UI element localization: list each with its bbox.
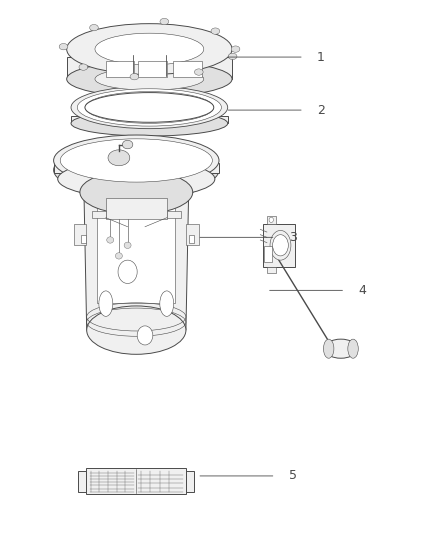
Polygon shape xyxy=(74,224,86,245)
Polygon shape xyxy=(53,163,219,173)
Ellipse shape xyxy=(53,144,219,196)
Bar xyxy=(78,471,86,492)
Bar xyxy=(264,246,272,262)
Ellipse shape xyxy=(85,92,214,123)
Polygon shape xyxy=(67,56,232,79)
Bar xyxy=(188,235,194,243)
Ellipse shape xyxy=(160,18,169,25)
Ellipse shape xyxy=(348,339,358,358)
Ellipse shape xyxy=(95,95,204,120)
Ellipse shape xyxy=(85,93,214,122)
Ellipse shape xyxy=(231,46,240,52)
Ellipse shape xyxy=(130,74,139,80)
Polygon shape xyxy=(71,116,228,123)
Bar xyxy=(138,61,167,77)
Bar xyxy=(262,224,295,266)
Ellipse shape xyxy=(323,339,334,358)
Text: 5: 5 xyxy=(289,470,297,482)
Ellipse shape xyxy=(53,135,219,186)
Ellipse shape xyxy=(211,28,220,34)
Bar xyxy=(267,216,276,224)
Ellipse shape xyxy=(160,291,174,317)
Text: 2: 2 xyxy=(317,103,325,117)
Bar xyxy=(186,471,194,492)
Ellipse shape xyxy=(99,291,113,317)
Ellipse shape xyxy=(108,150,130,166)
Ellipse shape xyxy=(324,339,357,358)
Ellipse shape xyxy=(269,217,273,222)
Ellipse shape xyxy=(116,253,122,259)
Bar xyxy=(106,198,167,219)
Ellipse shape xyxy=(95,68,204,90)
Ellipse shape xyxy=(107,237,114,243)
Text: 3: 3 xyxy=(289,231,297,244)
Ellipse shape xyxy=(122,140,133,149)
Ellipse shape xyxy=(90,25,98,31)
Ellipse shape xyxy=(272,235,288,256)
Ellipse shape xyxy=(118,260,137,284)
Ellipse shape xyxy=(59,44,68,50)
Ellipse shape xyxy=(137,326,153,345)
Ellipse shape xyxy=(124,242,131,248)
Ellipse shape xyxy=(58,160,215,198)
Bar xyxy=(173,61,201,77)
Bar xyxy=(267,266,276,273)
Polygon shape xyxy=(84,198,188,330)
Ellipse shape xyxy=(67,23,232,75)
Polygon shape xyxy=(92,211,106,217)
Bar xyxy=(106,61,134,77)
Ellipse shape xyxy=(228,53,237,60)
Text: 1: 1 xyxy=(317,51,325,63)
Ellipse shape xyxy=(270,230,291,260)
Polygon shape xyxy=(58,179,215,192)
Ellipse shape xyxy=(194,69,203,75)
Ellipse shape xyxy=(71,111,228,136)
Polygon shape xyxy=(167,211,181,217)
Ellipse shape xyxy=(60,139,212,182)
Bar xyxy=(97,203,176,303)
Ellipse shape xyxy=(87,306,186,354)
Bar xyxy=(86,468,186,495)
Polygon shape xyxy=(186,224,198,245)
Ellipse shape xyxy=(95,33,204,65)
Bar xyxy=(81,235,86,243)
Ellipse shape xyxy=(79,64,88,70)
Ellipse shape xyxy=(80,170,193,214)
Ellipse shape xyxy=(77,89,222,126)
Text: 4: 4 xyxy=(358,284,366,297)
Ellipse shape xyxy=(67,61,232,97)
Ellipse shape xyxy=(71,86,228,128)
